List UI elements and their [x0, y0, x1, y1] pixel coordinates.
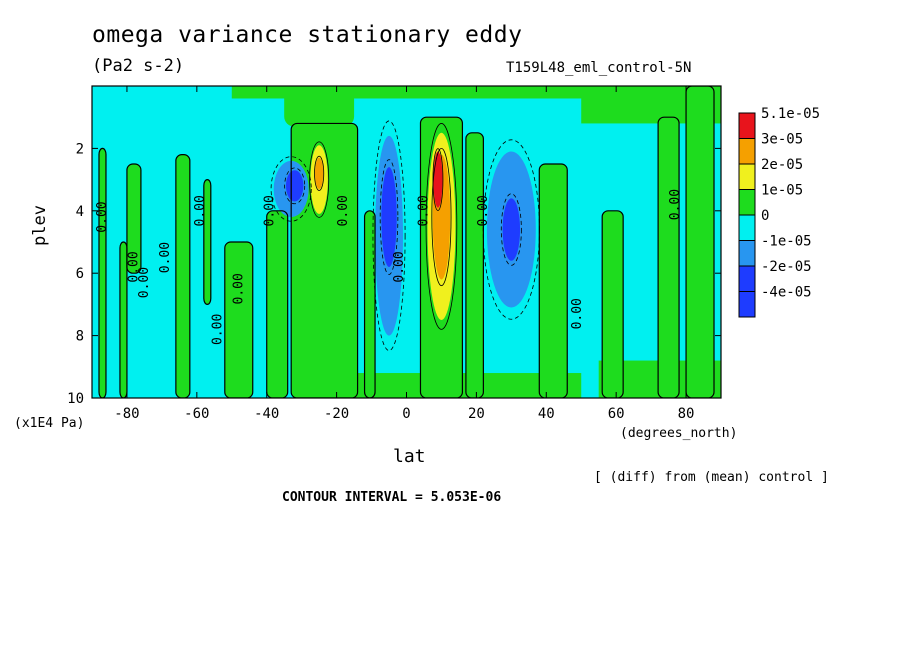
contour-label: 0.00: [336, 195, 351, 226]
zero-contour: [685, 86, 715, 398]
y-tick-label: 2: [76, 141, 84, 157]
green-band: [658, 117, 680, 398]
colorbar-label: -4e-05: [761, 285, 812, 301]
diff-note: [ (diff) from (mean) control ]: [594, 470, 829, 485]
y-tick-label: 10: [67, 391, 84, 407]
green-band: [224, 242, 253, 398]
green-band: [364, 210, 376, 398]
green-band: [119, 242, 127, 398]
y-tick-label: 4: [76, 204, 84, 220]
x-tick-label: -40: [254, 406, 279, 422]
negative-contour: [500, 193, 522, 266]
x-tick-label: -80: [114, 406, 139, 422]
chart-title: omega variance stationary eddy: [92, 22, 523, 48]
contour-label: 0.00: [668, 189, 683, 220]
colorbar-label: -2e-05: [761, 259, 812, 275]
colorbar-swatch: [738, 112, 756, 139]
colorbar-swatch: [738, 240, 756, 267]
positive-contour: [425, 123, 458, 330]
negative-anomaly: [285, 170, 304, 202]
colorbar-label: 2e-05: [761, 157, 803, 173]
contour-label: 0.00: [476, 195, 491, 226]
positive-contour: [314, 155, 325, 191]
contour-label: 0.00: [416, 195, 431, 226]
zero-contour: [290, 122, 359, 398]
green-band: [126, 164, 141, 274]
colorbar-swatch: [738, 189, 756, 216]
green-bottom-strip-east: [598, 360, 721, 398]
x-tick-label: -20: [324, 406, 349, 422]
green-band: [539, 164, 568, 398]
green-top-lobe: [284, 86, 355, 127]
contour-label: 0.00: [95, 201, 110, 232]
contour-label: 0.00: [231, 273, 246, 304]
green-bottom-strip: [301, 373, 582, 398]
colorbar-swatch: [738, 138, 756, 165]
zero-contour: [266, 210, 289, 398]
negative-anomaly: [502, 198, 521, 261]
x-tick-label: 60: [608, 406, 625, 422]
zero-contour: [465, 132, 484, 398]
contour-label: 0.00: [392, 251, 407, 282]
zero-contour: [363, 210, 376, 398]
contour-label: 0.00: [570, 298, 585, 329]
chart-units: (Pa2 s-2): [92, 56, 185, 76]
green-band: [465, 132, 484, 398]
green-band: [602, 210, 624, 398]
colorbar-swatch: [738, 265, 756, 292]
green-band: [203, 179, 211, 305]
zero-contour: [98, 147, 107, 398]
colorbar-label: 5.1e-05: [761, 106, 820, 122]
green-top-strip-east: [581, 86, 721, 124]
colorbar-swatch: [738, 214, 756, 241]
negative-contour: [379, 159, 399, 275]
x-tick-label: 80: [678, 406, 695, 422]
run-label: T159L48_eml_control-5N: [506, 60, 692, 76]
x-axis-units: (degrees_north): [620, 426, 738, 441]
contour-interval: CONTOUR INTERVAL = 5.053E-06: [282, 490, 502, 505]
y-tick-label: 8: [76, 329, 84, 345]
x-tick-label: 0: [402, 406, 410, 422]
x-tick-label: 40: [538, 406, 555, 422]
contour-label: 0.00: [210, 314, 225, 345]
negative-contour: [284, 167, 306, 205]
green-band: [98, 148, 106, 398]
zero-contour: [119, 241, 128, 398]
positive-anomaly: [433, 151, 443, 208]
x-tick-label: 20: [468, 406, 485, 422]
green-band: [266, 210, 288, 398]
contour-label: 0.00: [137, 267, 152, 298]
colorbar-label: -1e-05: [761, 234, 812, 250]
colorbar-label: 3e-05: [761, 132, 803, 148]
positive-contour: [432, 148, 444, 211]
y-axis-label: plev: [30, 205, 50, 246]
colorbar-label: 1e-05: [761, 183, 803, 199]
zero-contour: [601, 210, 624, 398]
zero-contour: [203, 179, 212, 306]
positive-contour: [309, 141, 330, 218]
contour-label: 0.00: [158, 242, 173, 273]
contour-label: 0.00: [263, 195, 278, 226]
negative-anomaly: [381, 167, 397, 267]
green-band: [686, 86, 715, 398]
contour-label: 0.00: [193, 195, 208, 226]
zero-contour: [126, 163, 142, 274]
green-band: [175, 154, 190, 398]
negative-contour: [372, 120, 406, 351]
x-axis-label: lat: [393, 446, 426, 467]
zero-contour: [224, 241, 254, 398]
y-axis-units: (x1E4 Pa): [14, 416, 85, 431]
y-tick-label: 6: [76, 266, 84, 282]
positive-anomaly: [314, 157, 324, 189]
colorbar-swatch: [738, 163, 756, 190]
positive-contour: [431, 147, 452, 287]
contour-label: 0.00: [126, 251, 141, 282]
colorbar-label: 0: [761, 208, 769, 224]
x-tick-label: -60: [184, 406, 209, 422]
colorbar-swatch: [738, 291, 756, 318]
zero-contour: [175, 154, 191, 398]
zero-contour: [538, 163, 568, 398]
